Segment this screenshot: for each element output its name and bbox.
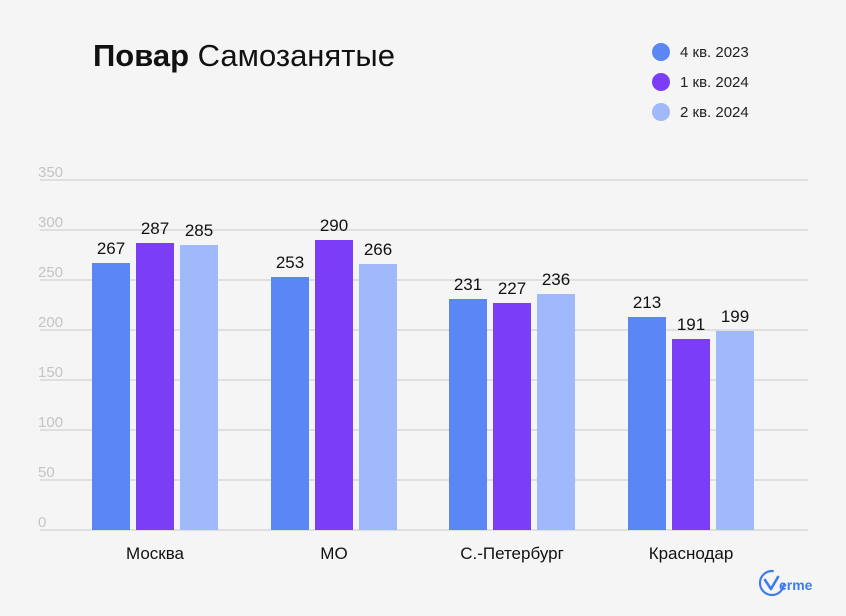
x-category-label: С.-Петербург	[460, 544, 564, 563]
data-label: 290	[320, 216, 348, 235]
legend-item: 4 кв. 2023	[652, 37, 749, 67]
y-tick-label: 50	[38, 464, 55, 481]
logo-text: erme	[779, 577, 813, 593]
y-tick-label: 250	[38, 264, 63, 281]
bar	[180, 245, 218, 530]
y-tick-label: 150	[38, 364, 63, 381]
bar	[359, 264, 397, 530]
legend-swatch	[652, 73, 670, 91]
x-category-label: МО	[320, 544, 347, 563]
legend-item: 1 кв. 2024	[652, 67, 749, 97]
bar	[136, 243, 174, 530]
data-label: 266	[364, 240, 392, 259]
data-label: 253	[276, 253, 304, 272]
bar	[271, 277, 309, 530]
bar	[628, 317, 666, 530]
y-tick-label: 100	[38, 414, 63, 431]
bar	[493, 303, 531, 530]
verme-logo: erme	[758, 569, 813, 597]
data-label: 267	[97, 239, 125, 258]
legend-swatch	[652, 103, 670, 121]
data-label: 191	[677, 315, 705, 334]
legend-item: 2 кв. 2024	[652, 97, 749, 127]
bar	[672, 339, 710, 530]
bar	[537, 294, 575, 530]
bar	[449, 299, 487, 530]
y-tick-label: 300	[38, 214, 63, 231]
legend-swatch	[652, 43, 670, 61]
data-label: 236	[542, 270, 570, 289]
data-label: 285	[185, 221, 213, 240]
bar	[315, 240, 353, 530]
chart-title: Повар Самозанятые	[93, 38, 395, 74]
data-label: 213	[633, 293, 661, 312]
legend-label: 4 кв. 2023	[680, 43, 749, 61]
y-tick-label: 200	[38, 314, 63, 331]
chart-title-bold: Повар	[93, 38, 190, 73]
data-label: 199	[721, 307, 749, 326]
legend-label: 1 кв. 2024	[680, 73, 749, 91]
bar	[716, 331, 754, 530]
x-category-label: Краснодар	[649, 544, 734, 563]
data-label: 287	[141, 219, 169, 238]
bar	[92, 263, 130, 530]
x-category-label: Москва	[126, 544, 185, 563]
data-label: 227	[498, 279, 526, 298]
y-tick-label: 0	[38, 514, 46, 531]
data-label: 231	[454, 275, 482, 294]
y-tick-label: 350	[38, 164, 63, 181]
chart-legend: 4 кв. 2023 1 кв. 2024 2 кв. 2024	[652, 37, 749, 127]
legend-label: 2 кв. 2024	[680, 103, 749, 121]
chart-title-rest: Самозанятые	[197, 38, 395, 73]
